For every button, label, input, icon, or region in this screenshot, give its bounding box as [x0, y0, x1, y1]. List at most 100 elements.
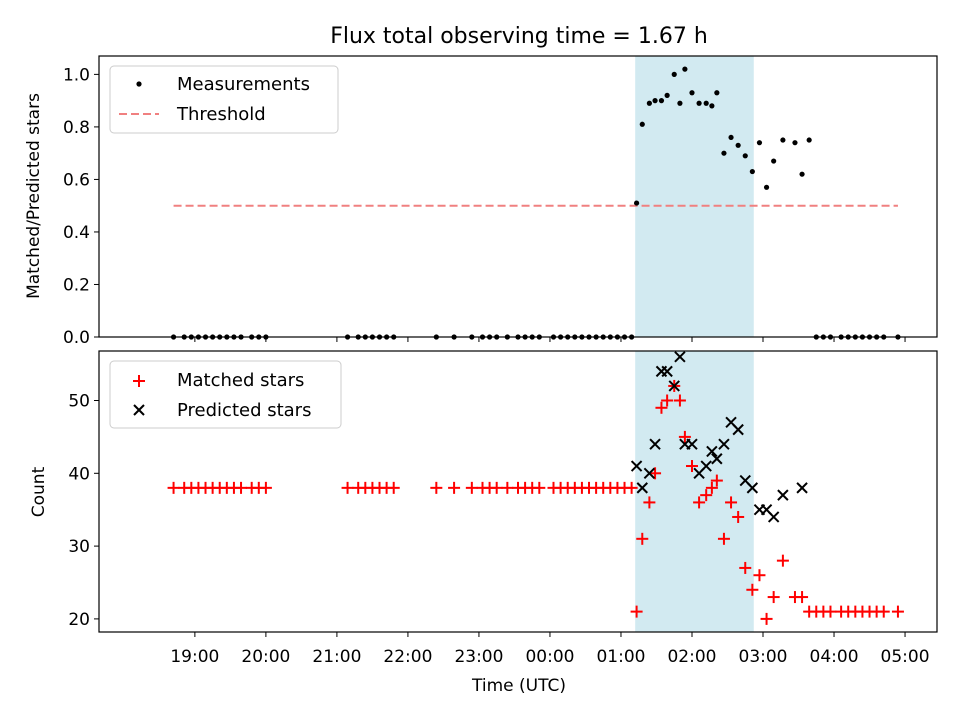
- matched-star-point: [685, 460, 698, 473]
- top-y-ticks: 0.0 0.2 0.4 0.6 0.8 1.0: [63, 65, 99, 348]
- top-panel: 0.0 0.2 0.4 0.6 0.8 1.0 Matched/Predicted sta…: [24, 55, 938, 348]
- predicted-star-point: [686, 438, 698, 450]
- xtick-label: 03:00: [739, 647, 788, 667]
- measurement-point: [658, 98, 665, 104]
- measurement-point: [682, 66, 688, 72]
- matched-star-point: [341, 481, 354, 494]
- predicted-star-point: [796, 482, 808, 494]
- measurement-point: [728, 134, 734, 141]
- top-ytick-label: 0.4: [63, 223, 90, 243]
- measurement-point: [763, 184, 770, 190]
- measurement-point: [677, 100, 683, 106]
- measurement-point: [756, 140, 763, 146]
- bottom-x-ticks: 19:00 20:00 21:00 22:00 23:00 00:00 01:00 02:00…: [170, 632, 930, 667]
- matched-star-point: [776, 554, 789, 567]
- matched-star-point: [824, 605, 837, 618]
- predicted-star-point: [718, 438, 730, 450]
- top-highlight-span: [635, 56, 754, 337]
- predicted-star-point: [649, 438, 661, 450]
- matched-star-point: [630, 605, 643, 618]
- predicted-star-point: [767, 511, 780, 523]
- measurement-point: [652, 98, 658, 104]
- matched-star-point: [636, 532, 649, 545]
- top-ytick-label: 1.0: [63, 65, 90, 85]
- matched-star-point: [167, 481, 180, 494]
- measurement-point: [639, 121, 645, 127]
- matched-star-point: [767, 591, 780, 604]
- matched-star-point: [501, 481, 514, 494]
- matched-star-point: [533, 481, 546, 494]
- xtick-label: 02:00: [667, 647, 716, 667]
- xtick-label: 00:00: [525, 647, 574, 667]
- top-ytick-label: 0.0: [63, 328, 90, 348]
- matched-star-point: [705, 481, 718, 494]
- measurement-point: [749, 168, 755, 175]
- top-ytick-label: 0.8: [63, 118, 90, 138]
- matched-star-point: [678, 430, 691, 443]
- top-y-axis-label: Matched/Predicted stars: [24, 93, 44, 299]
- matched-star-point: [673, 394, 686, 407]
- legend-matched-label: Matched stars: [177, 370, 304, 391]
- matched-star-point: [877, 605, 890, 618]
- measurement-point: [664, 92, 670, 98]
- measurement-point: [696, 100, 702, 106]
- bottom-highlight-span: [635, 351, 754, 632]
- measurement-point: [799, 171, 805, 177]
- matched-star-point: [746, 583, 759, 596]
- predicted-star-point: [777, 489, 789, 501]
- matched-star-point: [649, 467, 662, 480]
- predicted-star-point: [732, 423, 744, 436]
- measurement-point: [633, 200, 640, 206]
- xtick-label: 22:00: [383, 647, 432, 667]
- bottom-ytick-label: 40: [68, 464, 90, 484]
- measurement-point: [792, 140, 798, 146]
- top-legend-box: [109, 65, 339, 134]
- top-ytick-label: 0.2: [63, 275, 90, 295]
- matched-star-point: [655, 401, 668, 414]
- matched-star-point: [465, 481, 478, 494]
- measurement-point: [735, 142, 741, 148]
- measurement-point: [771, 158, 777, 164]
- xtick-label: 21:00: [312, 647, 361, 667]
- predicted-star-point: [746, 482, 759, 494]
- measurement-point: [714, 90, 720, 96]
- matched-star-point: [739, 561, 752, 574]
- bottom-y-axis-label: Count: [29, 466, 49, 517]
- bottom-legend: Matched stars Predicted stars: [109, 360, 342, 429]
- matched-star-point: [661, 394, 674, 407]
- x-axis-label: Time (UTC): [471, 676, 566, 696]
- xtick-label: 04:00: [810, 647, 859, 667]
- matched-star-point: [430, 481, 443, 494]
- xtick-label: 20:00: [241, 647, 290, 667]
- predicted-star-point: [643, 467, 656, 480]
- matched-star-point: [710, 474, 723, 487]
- matched-star-point: [753, 569, 766, 582]
- predicted-star-points: [630, 351, 808, 523]
- measurement-point: [721, 150, 727, 156]
- bottom-ytick-label: 50: [68, 392, 90, 412]
- legend-measurements-marker: [136, 81, 142, 87]
- matched-star-point: [796, 591, 809, 604]
- measurement-point: [646, 100, 652, 106]
- matched-star-point: [760, 612, 773, 625]
- matched-star-point: [643, 496, 656, 509]
- top-x-ticks: [194, 337, 906, 342]
- predicted-star-point: [636, 482, 648, 494]
- predicted-star-point: [668, 380, 680, 392]
- predicted-star-point: [674, 351, 686, 363]
- legend-threshold-label: Threshold: [176, 104, 266, 125]
- predicted-star-point: [661, 365, 673, 378]
- matched-star-point: [732, 510, 745, 523]
- bottom-ytick-label: 20: [68, 610, 90, 630]
- matched-star-point: [235, 481, 248, 494]
- predicted-star-point: [630, 460, 643, 472]
- xtick-label: 19:00: [170, 647, 219, 667]
- measurement-point: [703, 100, 709, 106]
- measurement-point: [780, 137, 786, 143]
- bottom-legend-box: [109, 360, 342, 429]
- measurement-point: [689, 90, 695, 96]
- matched-star-point: [700, 489, 713, 502]
- xtick-label: 05:00: [881, 647, 930, 667]
- xtick-label: 01:00: [596, 647, 645, 667]
